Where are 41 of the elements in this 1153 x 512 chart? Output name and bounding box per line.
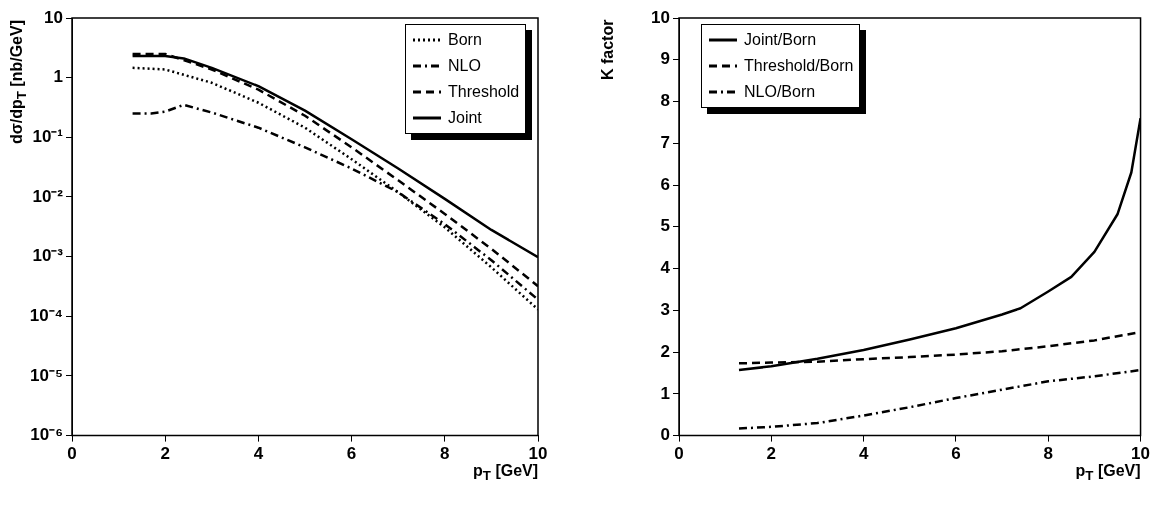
y-tick-label: 9 [660, 49, 670, 69]
x-tick-label: 4 [858, 444, 869, 464]
legend-label: Joint/Born [744, 31, 817, 49]
y-tick-label: 3 [660, 300, 670, 320]
legend-label: NLO [448, 57, 481, 75]
x-tick-label: 2 [766, 444, 777, 464]
y-axis-title: K factor [599, 19, 617, 80]
x-tick-label: 6 [951, 444, 961, 464]
x-axis-title: p$_{T}$ [GeV] [473, 461, 539, 483]
legend-label: Threshold/Born [744, 57, 854, 75]
y-tick-label: 7 [660, 132, 670, 152]
y-tick-label: 10⁻³ [32, 246, 64, 266]
y-tick-label: 10⁻⁴ [29, 305, 63, 325]
y-tick-label: 10 [44, 7, 63, 27]
y-tick-label: 6 [660, 174, 670, 194]
y-tick-label: 1 [53, 67, 63, 87]
y-tick-label: 5 [660, 216, 670, 236]
y-tick-label: 0 [660, 425, 670, 445]
x-tick-label: 6 [346, 444, 357, 464]
x-axis-title: p$_{T}$ [GeV] [1075, 461, 1141, 483]
legend-label: NLO/Born [744, 83, 816, 101]
y-tick-label: 8 [660, 91, 670, 111]
x-tick-label: 10 [528, 444, 548, 464]
x-tick-label: 4 [253, 444, 264, 464]
y-tick-label: 10⁻⁵ [30, 365, 63, 385]
x-tick-label: 0 [67, 444, 77, 464]
x-tick-label: 0 [674, 444, 684, 464]
y-tick-label: 1 [660, 383, 670, 403]
y-tick-label: 2 [660, 341, 670, 361]
legend-label: Born [448, 31, 482, 49]
y-tick-label: 10 [651, 7, 670, 27]
x-tick-label: 8 [1043, 444, 1053, 464]
legend-label: Joint [448, 109, 482, 127]
x-tick-label: 2 [160, 444, 170, 464]
legend-label: Threshold [448, 83, 520, 101]
y-tick-label: 4 [660, 258, 671, 278]
y-tick-label: 10⁻¹ [32, 127, 64, 146]
y-tick-label: 10⁻⁶ [30, 425, 63, 445]
x-tick-label: 10 [1131, 444, 1151, 464]
y-tick-label: 10⁻² [32, 186, 64, 206]
x-tick-label: 8 [440, 444, 450, 464]
